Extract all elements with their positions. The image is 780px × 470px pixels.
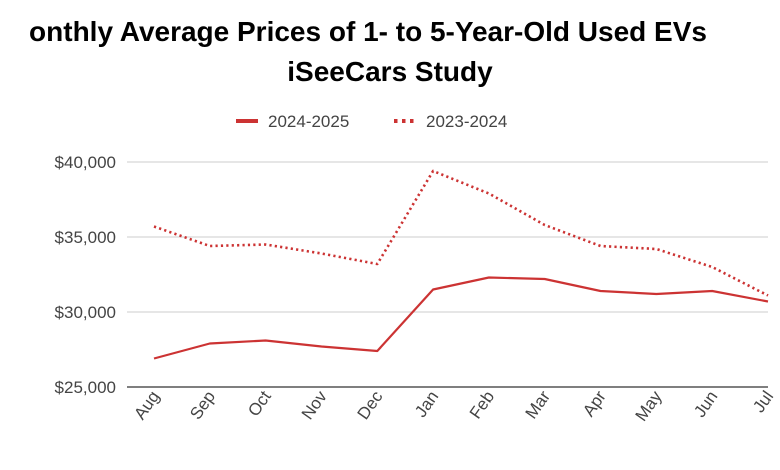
y-tick-label: $25,000 [55, 378, 116, 397]
x-tick-label: Jul [749, 387, 777, 416]
legend-item: 2024-2025 [236, 112, 349, 131]
legend-label: 2024-2025 [268, 112, 349, 131]
chart-title-line-2: iSeeCars Study [287, 56, 493, 87]
chart-title-line-1: onthly Average Prices of 1- to 5-Year-Ol… [29, 16, 707, 47]
x-tick-label: Feb [466, 387, 498, 422]
x-tick-label: Aug [130, 387, 163, 423]
series-line-2023-2024 [153, 169, 769, 297]
y-tick-label: $30,000 [55, 303, 116, 322]
legend: 2024-2025 2023-2024 [236, 112, 507, 131]
legend-label: 2023-2024 [426, 112, 507, 131]
x-tick-label: Dec [354, 387, 387, 423]
series-lines [153, 169, 769, 360]
legend-item: 2023-2024 [394, 112, 507, 131]
y-tick-label: $35,000 [55, 228, 116, 247]
y-axis-tick-labels: $25,000 $30,000 $35,000 $40,000 [55, 153, 116, 397]
x-axis-tick-labels: Aug Sep Oct Nov Dec Jan Feb Mar Apr May Jun Jul [130, 387, 777, 425]
x-tick-label: Nov [298, 387, 331, 423]
grid-lines [127, 161, 768, 388]
x-tick-label: Jun [690, 387, 721, 420]
x-tick-label: Sep [186, 387, 219, 423]
x-tick-label: Oct [244, 387, 275, 420]
x-tick-label: May [632, 387, 666, 425]
x-tick-label: Jan [411, 387, 442, 420]
y-tick-label: $40,000 [55, 153, 116, 172]
series-line-2024-2025 [153, 276, 769, 360]
x-tick-label: Mar [522, 387, 555, 422]
x-tick-label: Apr [579, 387, 610, 420]
